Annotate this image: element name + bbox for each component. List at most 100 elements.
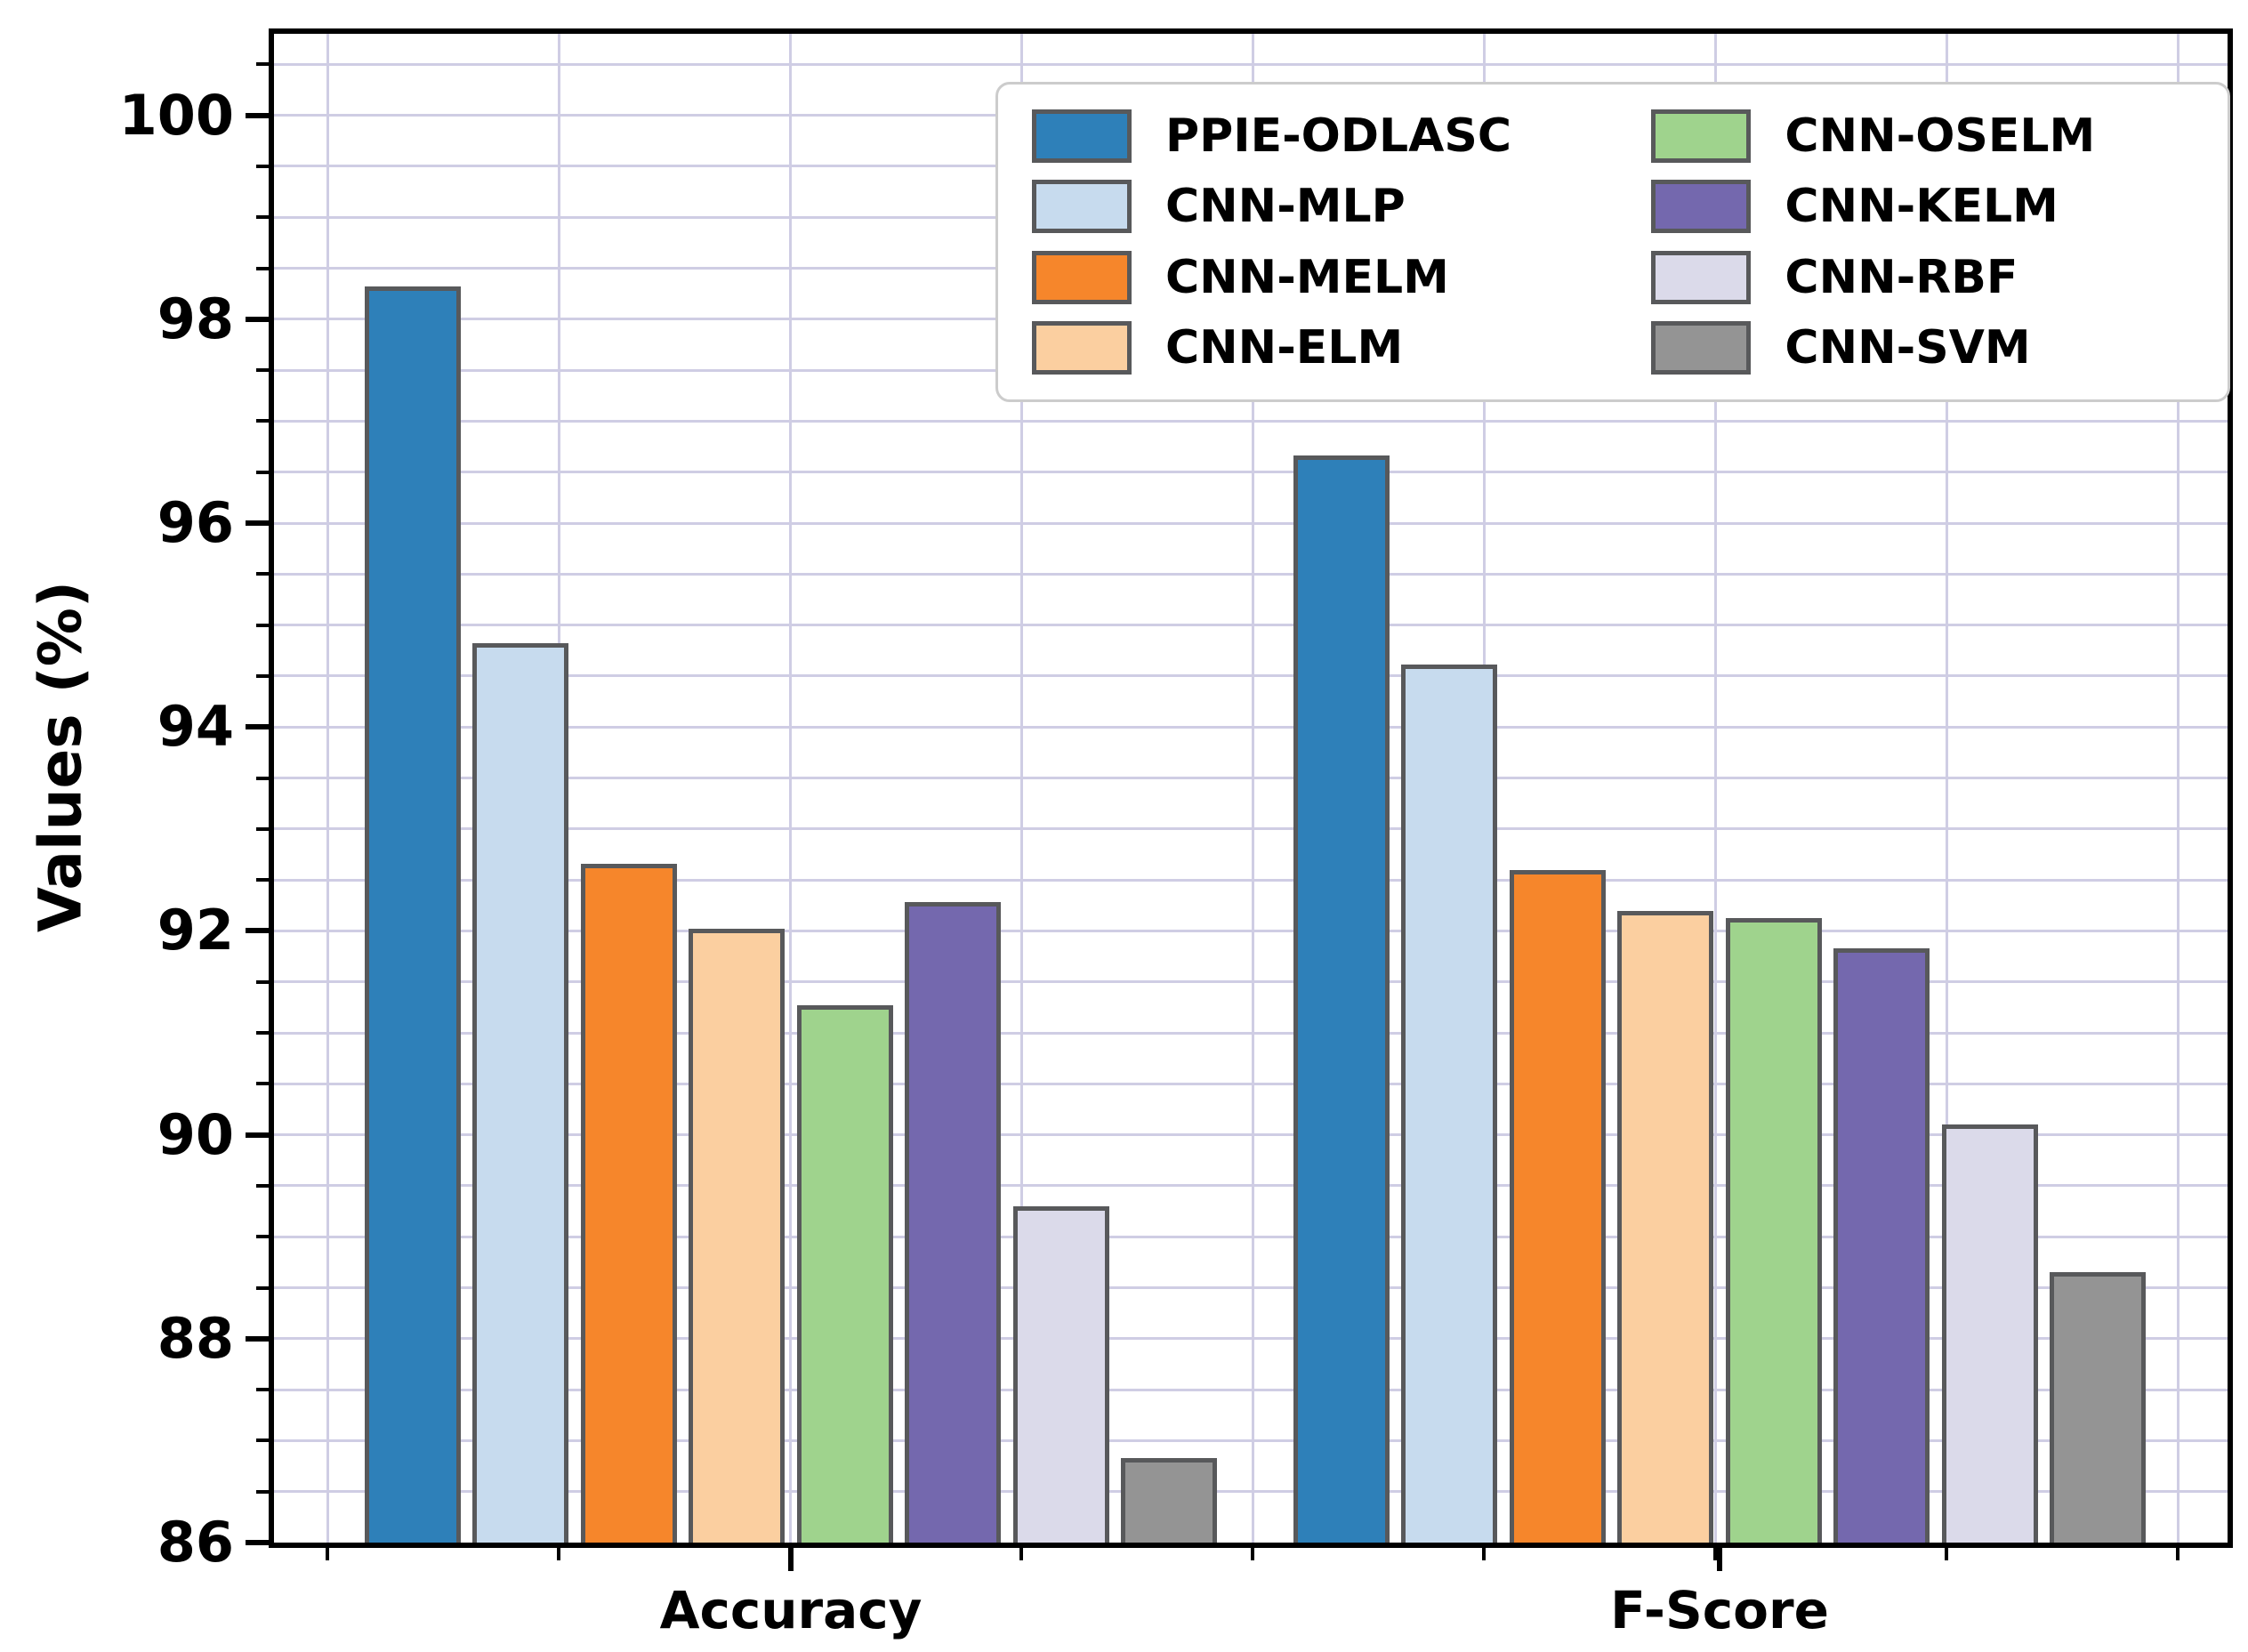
y-tick-label: 92 — [157, 898, 234, 963]
y-tick-label: 100 — [118, 82, 234, 148]
x-minor-tick — [1019, 1548, 1023, 1560]
legend: PPIE-ODLASC CNN-MLP CNN-MELM CNN-ELM CNN-OSE… — [995, 82, 2230, 402]
x-tick-label-accuracy: Accuracy — [659, 1580, 923, 1640]
legend-label: CNN-RBF — [1785, 250, 2018, 304]
h-gridline — [274, 878, 2228, 882]
x-minor-tick — [557, 1548, 560, 1560]
h-gridline — [274, 777, 2228, 780]
y-major-tick — [246, 520, 269, 527]
bar-cnn-mlp-accuracy — [472, 643, 569, 1543]
v-gridline — [1945, 34, 1948, 1543]
y-minor-tick — [256, 1235, 269, 1239]
y-major-tick — [246, 928, 269, 934]
v-gridline — [1713, 34, 1717, 1543]
h-gridline — [274, 1031, 2228, 1035]
v-gridline — [788, 34, 792, 1543]
legend-item-cnn-mlp: CNN-MLP — [1032, 172, 1651, 243]
y-minor-tick — [256, 878, 269, 882]
y-tick-label: 88 — [157, 1305, 234, 1371]
v-gridline — [1251, 34, 1254, 1543]
h-gridline — [274, 674, 2228, 678]
y-minor-tick — [256, 1438, 269, 1443]
y-major-tick — [246, 112, 269, 118]
y-minor-tick — [256, 1031, 269, 1036]
legend-swatch — [1651, 321, 1752, 375]
bar-cnn-kelm-f-score — [1833, 947, 1930, 1543]
y-minor-tick — [256, 572, 269, 576]
y-major-tick — [246, 724, 269, 730]
bar-ppie-odlasc-f-score — [1293, 455, 1390, 1543]
h-gridline — [274, 572, 2228, 576]
h-gridline — [274, 1490, 2228, 1494]
h-gridline — [274, 1235, 2228, 1238]
legend-swatch — [1032, 180, 1132, 234]
legend-item-cnn-kelm: CNN-KELM — [1651, 172, 2201, 243]
bar-cnn-kelm-accuracy — [905, 902, 1002, 1543]
x-major-tick — [788, 1548, 794, 1571]
h-gridline — [274, 1337, 2228, 1341]
h-gridline — [274, 725, 2228, 729]
legend-swatch — [1032, 109, 1132, 163]
x-minor-tick — [2176, 1548, 2180, 1560]
x-minor-tick — [1251, 1548, 1254, 1560]
y-axis-title: Values (%) — [26, 580, 95, 933]
bar-cnn-elm-accuracy — [689, 929, 786, 1543]
y-major-tick — [246, 1132, 269, 1138]
bar-cnn-oselm-f-score — [1725, 917, 1822, 1543]
legend-item-cnn-melm: CNN-MELM — [1032, 242, 1651, 313]
y-minor-tick — [256, 1183, 269, 1188]
y-major-tick — [246, 1540, 269, 1545]
y-minor-tick — [256, 1388, 269, 1392]
y-minor-tick — [256, 623, 269, 627]
legend-swatch — [1032, 250, 1132, 304]
h-gridline — [274, 521, 2228, 525]
legend-item-ppie-odlasc: PPIE-ODLASC — [1032, 101, 1651, 172]
y-minor-tick — [256, 368, 269, 373]
x-minor-tick — [326, 1548, 329, 1560]
legend-label: CNN-MLP — [1165, 180, 1406, 234]
legend-label: PPIE-ODLASC — [1165, 109, 1512, 163]
h-gridline — [274, 929, 2228, 932]
y-minor-tick — [256, 470, 269, 474]
x-minor-tick — [1482, 1548, 1486, 1560]
legend-label: CNN-SVM — [1785, 321, 2031, 375]
h-gridline — [274, 62, 2228, 66]
bar-ppie-odlasc-accuracy — [364, 286, 461, 1543]
legend-item-cnn-elm: CNN-ELM — [1032, 313, 1651, 384]
bar-cnn-rbf-accuracy — [1012, 1205, 1109, 1543]
h-gridline — [274, 1286, 2228, 1290]
y-minor-tick — [256, 776, 269, 780]
v-gridline — [326, 34, 329, 1543]
legend-swatch — [1032, 321, 1132, 375]
bar-cnn-mlp-f-score — [1401, 665, 1498, 1543]
h-gridline — [274, 471, 2228, 474]
h-gridline — [274, 1133, 2228, 1137]
legend-item-cnn-rbf: CNN-RBF — [1651, 242, 2201, 313]
h-gridline — [274, 1184, 2228, 1188]
y-major-tick — [246, 316, 269, 322]
y-major-tick — [246, 1335, 269, 1342]
h-gridline — [274, 419, 2228, 423]
legend-swatch — [1651, 250, 1752, 304]
y-minor-tick — [256, 164, 269, 168]
bar-cnn-rbf-f-score — [1941, 1124, 2038, 1543]
v-gridline — [1019, 34, 1023, 1543]
y-tick-label: 94 — [157, 694, 234, 760]
bar-cnn-oselm-accuracy — [796, 1005, 893, 1543]
h-gridline — [274, 1438, 2228, 1442]
bar-cnn-elm-f-score — [1617, 910, 1714, 1543]
y-minor-tick — [256, 266, 269, 270]
y-tick-label: 96 — [157, 490, 234, 556]
y-minor-tick — [256, 419, 269, 423]
legend-label: CNN-KELM — [1785, 180, 2059, 234]
legend-swatch — [1651, 180, 1752, 234]
x-minor-tick — [1945, 1548, 1948, 1560]
y-tick-label: 86 — [157, 1510, 234, 1575]
y-minor-tick — [256, 826, 269, 831]
legend-item-cnn-svm: CNN-SVM — [1651, 313, 2201, 384]
x-tick-label-f-score: F-Score — [1610, 1580, 1829, 1640]
y-tick-label: 90 — [157, 1101, 234, 1167]
h-gridline — [274, 1082, 2228, 1085]
y-minor-tick — [256, 673, 269, 678]
